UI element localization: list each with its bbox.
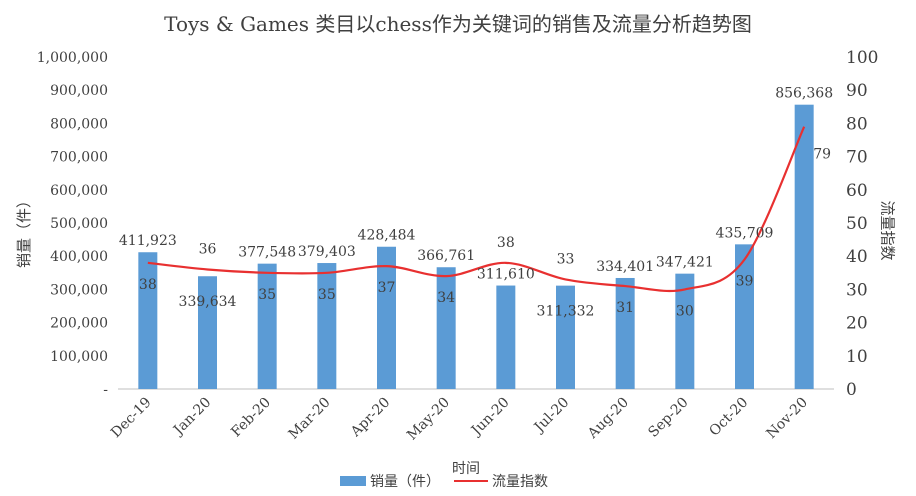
line-value-label: 31	[616, 300, 634, 316]
bar	[735, 244, 754, 389]
line-value-label: 79	[813, 147, 831, 163]
line-value-label: 34	[437, 290, 455, 306]
bar	[556, 285, 575, 389]
line-value-label: 38	[497, 235, 515, 251]
y2-tick-label: 40	[846, 247, 868, 267]
y-tick-label: 800,000	[50, 116, 108, 132]
x-tick-label: Jun-20	[467, 395, 512, 440]
bar-value-label: 379,403	[298, 244, 356, 260]
bar	[198, 276, 217, 389]
y2-tick-label: 100	[846, 48, 878, 68]
traffic-line	[147, 126, 806, 293]
x-tick-label: Nov-20	[764, 395, 811, 442]
x-tick-label: Oct-20	[706, 395, 751, 440]
y-tick-label: -	[103, 382, 108, 398]
bar-value-label: 435,709	[716, 225, 774, 241]
bar	[496, 285, 516, 389]
line-value-label: 35	[318, 287, 336, 303]
line-value-label: 33	[557, 251, 575, 267]
bar-value-label: 856,368	[775, 86, 833, 102]
legend: 销量（件） 流量指数	[340, 471, 548, 491]
y2-tick-label: 20	[846, 314, 868, 334]
line-value-label: 35	[258, 287, 276, 303]
chart-title: Toys & Games 类目以chess作为关键词的销售及流量分析趋势图	[164, 12, 752, 36]
y2-tick-label: 90	[846, 81, 868, 101]
x-tick-label: Feb-20	[228, 395, 274, 441]
x-tick-label: Apr-20	[347, 395, 393, 441]
y-tick-label: 700,000	[50, 150, 108, 166]
y-tick-label: 100,000	[50, 349, 108, 365]
y2-tick-label: 70	[846, 148, 868, 168]
y-tick-label: 400,000	[50, 249, 108, 265]
bar	[317, 263, 337, 389]
y2-tick-label: 30	[846, 280, 868, 300]
bar-value-label: 311,332	[537, 304, 595, 320]
bar-value-label: 366,761	[417, 248, 475, 264]
line-value-label: 30	[676, 303, 694, 319]
bar-value-label: 334,401	[596, 259, 654, 275]
y2-tick-label: 80	[846, 114, 868, 134]
x-axis-title: 时间	[452, 461, 480, 477]
y-tick-label: 300,000	[50, 282, 108, 298]
bar	[615, 277, 635, 389]
line-value-label: 36	[199, 241, 217, 257]
legend-swatch-traffic	[454, 480, 488, 482]
bar	[794, 104, 814, 389]
legend-label-sales: 销量（件）	[370, 474, 440, 490]
bar	[257, 263, 277, 389]
x-tick-label: Jul-20	[530, 395, 572, 437]
x-tick-label: Mar-20	[286, 395, 334, 443]
x-tick-label: May-20	[404, 395, 453, 444]
y-tick-label: 1,000,000	[37, 50, 108, 66]
line-value-label: 37	[378, 280, 396, 296]
bar-value-label: 339,634	[179, 294, 237, 310]
bar-value-label: 377,548	[238, 245, 296, 261]
line-value-label: 39	[736, 274, 754, 290]
y-tick-label: 500,000	[50, 216, 108, 232]
legend-swatch-sales	[340, 476, 366, 486]
y2-tick-label: 60	[846, 181, 868, 201]
legend-label-traffic: 流量指数	[492, 474, 548, 490]
x-tick-label: Aug-20	[584, 395, 632, 443]
bar	[377, 246, 396, 389]
bar-value-label: 347,421	[656, 255, 714, 271]
y2-tick-label: 0	[846, 380, 857, 400]
bar-value-label: 311,610	[477, 267, 535, 283]
y-tick-label: 900,000	[50, 83, 108, 99]
bar-value-label: 428,484	[358, 228, 416, 244]
y-tick-label: 600,000	[50, 183, 108, 199]
x-tick-label: Dec-19	[108, 395, 155, 442]
x-tick-label: Sep-20	[645, 395, 691, 441]
y-tick-label: 200,000	[50, 316, 108, 332]
bar	[675, 273, 695, 389]
x-tick-label: Jan-20	[169, 395, 214, 440]
bar	[436, 267, 456, 389]
line-value-label: 38	[139, 277, 157, 293]
bar	[138, 252, 158, 389]
bar-value-label: 411,923	[119, 233, 177, 249]
y2-tick-label: 50	[846, 214, 868, 234]
y2-tick-label: 10	[846, 347, 868, 367]
